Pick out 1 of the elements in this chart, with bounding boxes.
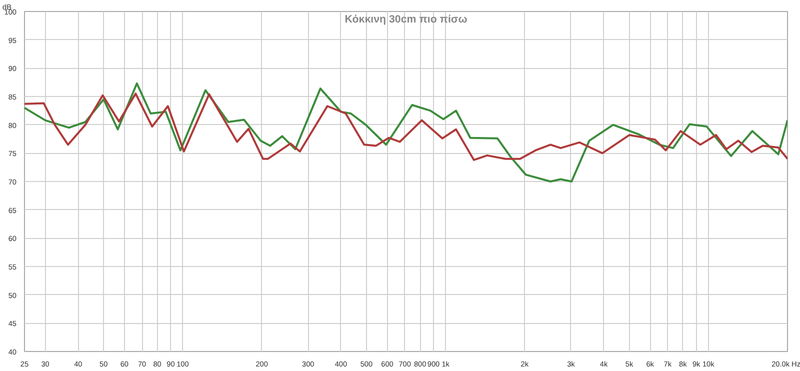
- chart-title: Κόκκινη 30cm πιο πίσω: [344, 14, 468, 26]
